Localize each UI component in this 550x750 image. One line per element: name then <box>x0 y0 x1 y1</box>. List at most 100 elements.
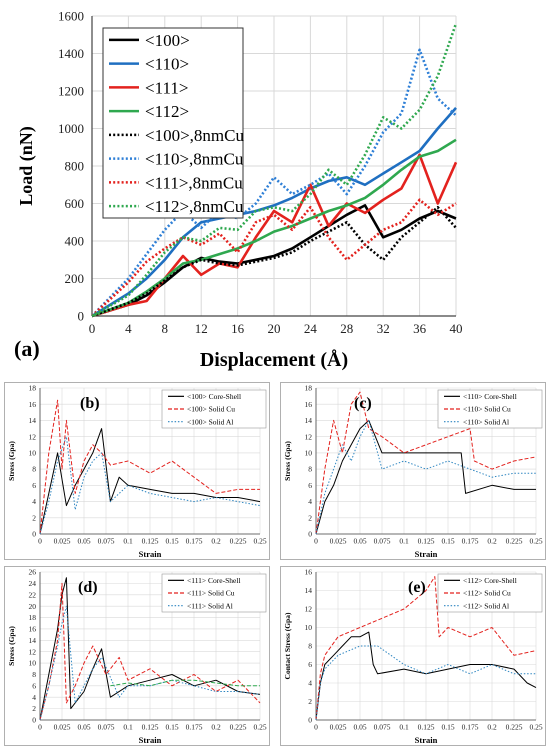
legend-label: <100> <box>145 31 190 50</box>
x-tick-label: 0.125 <box>418 723 435 732</box>
y-tick-label: 14 <box>305 586 313 595</box>
y-tick-label: 14 <box>29 416 37 425</box>
y-tick-label: 16 <box>29 400 37 409</box>
x-tick-label: 0 <box>38 537 42 546</box>
legend-label: <110> Solid Al <box>463 417 509 426</box>
y-tick-label: 1600 <box>58 9 84 24</box>
chart-panel-b: 0 2 4 6 8 10 12 14 16 18 0 0.025 0.05 0.075 0.1 0.125 0.… <box>4 382 270 560</box>
x-tick-label: 0.225 <box>506 537 523 546</box>
y-tick-label: 2 <box>32 704 36 713</box>
legend-label: <112> Core-Shell <box>463 576 517 585</box>
x-tick-label: 0 <box>89 321 96 336</box>
x-axis-title: Strain <box>415 735 438 745</box>
y-tick-label: 8 <box>308 465 312 474</box>
y-tick-label: 0 <box>78 309 85 324</box>
legend-label: <100> Core-Shell <box>187 392 241 401</box>
y-tick-label: 2 <box>32 513 36 522</box>
x-tick-label: 0.225 <box>230 723 247 732</box>
series-line <box>315 576 537 721</box>
y-tick-label: 6 <box>308 660 312 669</box>
panel-label: (c) <box>354 395 372 412</box>
y-tick-label: 10 <box>305 623 313 632</box>
y-tick-label: 26 <box>29 568 37 577</box>
y-tick-label: 2 <box>308 697 312 706</box>
legend-label: <112>,8nmCu <box>145 197 244 216</box>
y-tick-label: 16 <box>305 568 313 577</box>
x-tick-label: 0 <box>38 723 42 732</box>
y-axis-title: Stress (Gpa) <box>283 441 292 481</box>
y-tick-label: 16 <box>29 625 37 634</box>
y-tick-label: 18 <box>305 384 313 393</box>
x-tick-label: 0.175 <box>186 537 203 546</box>
y-tick-label: 4 <box>308 679 312 688</box>
x-tick-label: 0.1 <box>399 723 409 732</box>
panel-border <box>280 382 546 560</box>
y-tick-label: 800 <box>65 159 85 174</box>
legend-label: <111> Solid Cu <box>187 589 235 598</box>
legend-label: <110> Solid Cu <box>463 405 511 414</box>
x-axis-title: Strain <box>139 549 162 559</box>
x-tick-label: 0.05 <box>353 723 366 732</box>
chart-panel-e: 0 2 4 6 8 10 12 14 16 0 0.025 0.05 0.075 0.1 0.125 0.15… <box>280 566 546 746</box>
legend-label: <112> Solid Cu <box>463 589 511 598</box>
x-tick-label: 0.125 <box>418 537 435 546</box>
panel-label: (e) <box>408 579 426 596</box>
x-tick-label: 0.175 <box>462 537 479 546</box>
y-tick-label: 0 <box>32 716 36 725</box>
y-tick-label: 1400 <box>58 46 84 61</box>
y-tick-label: 16 <box>305 400 313 409</box>
y-tick-label: 8 <box>32 670 36 679</box>
panel-label: (b) <box>80 395 100 412</box>
y-tick-label: 4 <box>32 693 36 702</box>
x-tick-label: 0.075 <box>98 723 115 732</box>
x-tick-label: 0.2 <box>211 537 221 546</box>
x-tick-label: 0.2 <box>487 537 497 546</box>
x-tick-label: 0.225 <box>230 537 247 546</box>
series-line <box>91 107 457 318</box>
y-tick-label: 4 <box>308 497 312 506</box>
y-tick-label: 4 <box>32 497 36 506</box>
x-tick-label: 0.15 <box>441 723 454 732</box>
x-tick-label: 0.175 <box>462 723 479 732</box>
y-tick-label: 6 <box>32 481 36 490</box>
x-tick-label: 32 <box>377 321 390 336</box>
panel-label: (a) <box>14 336 40 361</box>
y-axis-title: Stress (Gpa) <box>7 626 16 666</box>
series-line <box>315 419 536 535</box>
panel-border <box>4 566 270 746</box>
y-tick-label: 12 <box>29 432 37 441</box>
x-tick-label: 0.025 <box>330 723 347 732</box>
x-tick-label: 16 <box>231 321 245 336</box>
panel-border <box>280 566 546 746</box>
legend-label: <100> Solid Al <box>187 417 233 426</box>
legend-label: <100> Solid Cu <box>187 405 235 414</box>
x-tick-label: 0.05 <box>77 723 90 732</box>
x-tick-label: 0.25 <box>253 723 266 732</box>
series-line <box>91 206 457 318</box>
y-tick-label: 22 <box>29 590 37 599</box>
y-tick-label: 6 <box>308 481 312 490</box>
y-tick-label: 400 <box>65 234 85 249</box>
series-line <box>315 419 536 535</box>
series-line <box>315 391 537 535</box>
x-tick-label: 0.075 <box>98 537 115 546</box>
y-tick-label: 600 <box>65 196 85 211</box>
x-tick-label: 40 <box>450 321 463 336</box>
legend-label: <112> Solid Al <box>463 601 509 610</box>
x-tick-label: 28 <box>340 321 353 336</box>
y-axis-title: Stress (Gpa) <box>7 441 16 481</box>
legend-label: <111> <box>145 78 188 97</box>
y-tick-label: 8 <box>308 642 312 651</box>
y-tick-label: 24 <box>29 579 37 588</box>
x-tick-label: 0.25 <box>529 537 542 546</box>
x-tick-label: 0.1 <box>123 537 133 546</box>
y-tick-label: 12 <box>29 647 37 656</box>
y-tick-label: 2 <box>308 513 312 522</box>
y-tick-label: 18 <box>29 613 37 622</box>
legend-label: <111>,8nmCu <box>145 173 243 192</box>
x-tick-label: 8 <box>162 321 169 336</box>
y-tick-label: 6 <box>32 681 36 690</box>
legend-label: <111> Solid Al <box>187 601 233 610</box>
chart-panel-a: 0 200 400 600 800 1000 1200 1400 1600 0 4 8 12 16 20 24… <box>14 9 463 371</box>
x-tick-label: 0.2 <box>211 723 221 732</box>
